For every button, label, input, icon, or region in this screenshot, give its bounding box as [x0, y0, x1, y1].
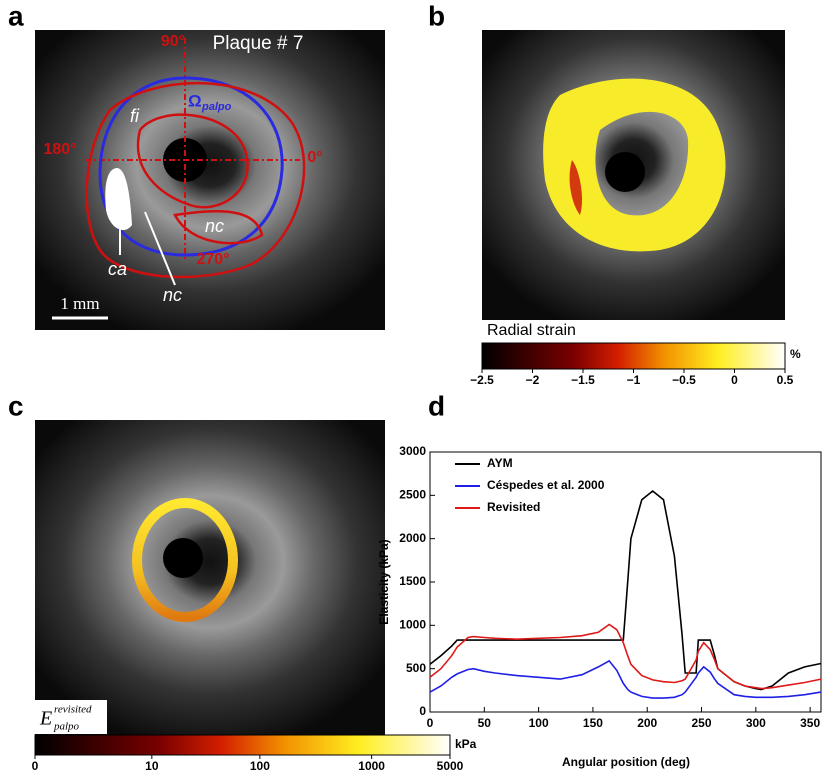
inner-contour — [136, 113, 249, 209]
nc-label: nc — [205, 216, 224, 236]
panel-letter: c — [8, 390, 24, 421]
omega-subscript: palpo — [201, 101, 232, 113]
calcification — [105, 168, 132, 230]
colorbar-tick-label: −0.5 — [672, 373, 696, 387]
colorbar-tick-label: 5000 — [437, 759, 464, 773]
x-axis-label: Angular position (deg) — [562, 755, 690, 769]
elasticity-superscript: revisited — [54, 704, 92, 716]
x-tick-label: 200 — [637, 716, 657, 730]
y-tick-label: 2500 — [399, 488, 426, 502]
legend-label: Revisited — [487, 500, 540, 514]
panel-b: b Radial strain % — [428, 0, 801, 370]
strain-map — [543, 78, 726, 252]
colorbar-title: Radial strain — [487, 322, 576, 339]
nc-label: nc — [163, 285, 182, 305]
x-tick-label: 0 — [427, 716, 434, 730]
lumen — [605, 152, 645, 192]
panel-d: d Angular position (deg) Elasticity (kPa… — [377, 390, 690, 769]
colorbar-tick-label: −2.5 — [470, 373, 494, 387]
angle-label: 0° — [307, 149, 322, 166]
colorbar-unit: % — [790, 347, 801, 361]
colorbar-tick-label: −1 — [627, 373, 641, 387]
nc-contour — [173, 209, 264, 245]
x-tick-label: 300 — [746, 716, 766, 730]
series-line — [429, 489, 822, 691]
label-box — [35, 700, 107, 734]
colorbar-tick-label: 0 — [731, 373, 738, 387]
angle-label: 180° — [43, 141, 76, 158]
colorbar-tick-label: −2 — [526, 373, 540, 387]
outer-contour — [85, 81, 306, 279]
elasticity-ring — [132, 498, 238, 622]
angle-label: 90° — [161, 33, 185, 50]
omega-contour — [98, 76, 284, 257]
ivus-image — [35, 420, 385, 735]
panel-letter: b — [428, 0, 445, 31]
omega-symbol: Ω — [188, 91, 202, 110]
elasticity-subscript: palpo — [53, 721, 80, 733]
x-tick-label: 250 — [692, 716, 712, 730]
colorbar-unit: kPa — [455, 737, 477, 751]
legend-label: Céspedes et al. 2000 — [487, 478, 605, 492]
colorbar-tick-label: 1000 — [358, 759, 385, 773]
ca-label: ca — [108, 259, 127, 279]
colorbar-tick-label: 10 — [145, 759, 159, 773]
label-box — [482, 320, 602, 342]
x-tick-label: 50 — [478, 716, 492, 730]
plaque-title: Plaque # 7 — [213, 33, 304, 54]
scale-label: 1 mm — [60, 294, 99, 313]
y-axis-label: Elasticity (kPa) — [377, 539, 391, 624]
panel-a: a Plaque # 7 90° 180° 0° 270° fi Ω palpo… — [8, 0, 385, 330]
panel-c: c E palpo revisited kPa — [8, 390, 477, 756]
angle-label: 270° — [196, 251, 229, 268]
arrow — [144, 211, 176, 286]
lumen — [163, 538, 203, 578]
colorbar — [481, 342, 786, 370]
legend-label: AYM — [487, 456, 513, 470]
series-line — [429, 623, 822, 690]
y-tick-label: 1000 — [399, 618, 426, 632]
y-tick-label: 500 — [406, 661, 426, 675]
strain-map — [569, 160, 583, 215]
colorbar-tick-label: 0 — [32, 759, 39, 773]
y-tick-label: 2000 — [399, 531, 426, 545]
colorbar-tick-label: 100 — [250, 759, 270, 773]
y-tick-label: 0 — [419, 704, 426, 718]
colorbar — [34, 734, 451, 756]
elasticity-symbol: E — [39, 708, 52, 730]
x-tick-label: 100 — [529, 716, 549, 730]
series-line — [429, 659, 822, 699]
y-tick-label: 3000 — [399, 444, 426, 458]
x-tick-label: 150 — [583, 716, 603, 730]
colorbar-tick-label: 0.5 — [777, 373, 794, 387]
y-tick-label: 1500 — [399, 574, 426, 588]
panel-letter: a — [8, 0, 24, 31]
colorbar-tick-label: −1.5 — [571, 373, 595, 387]
panel-letter: d — [428, 390, 445, 421]
fi-label: fi — [130, 106, 140, 126]
x-tick-label: 350 — [800, 716, 820, 730]
